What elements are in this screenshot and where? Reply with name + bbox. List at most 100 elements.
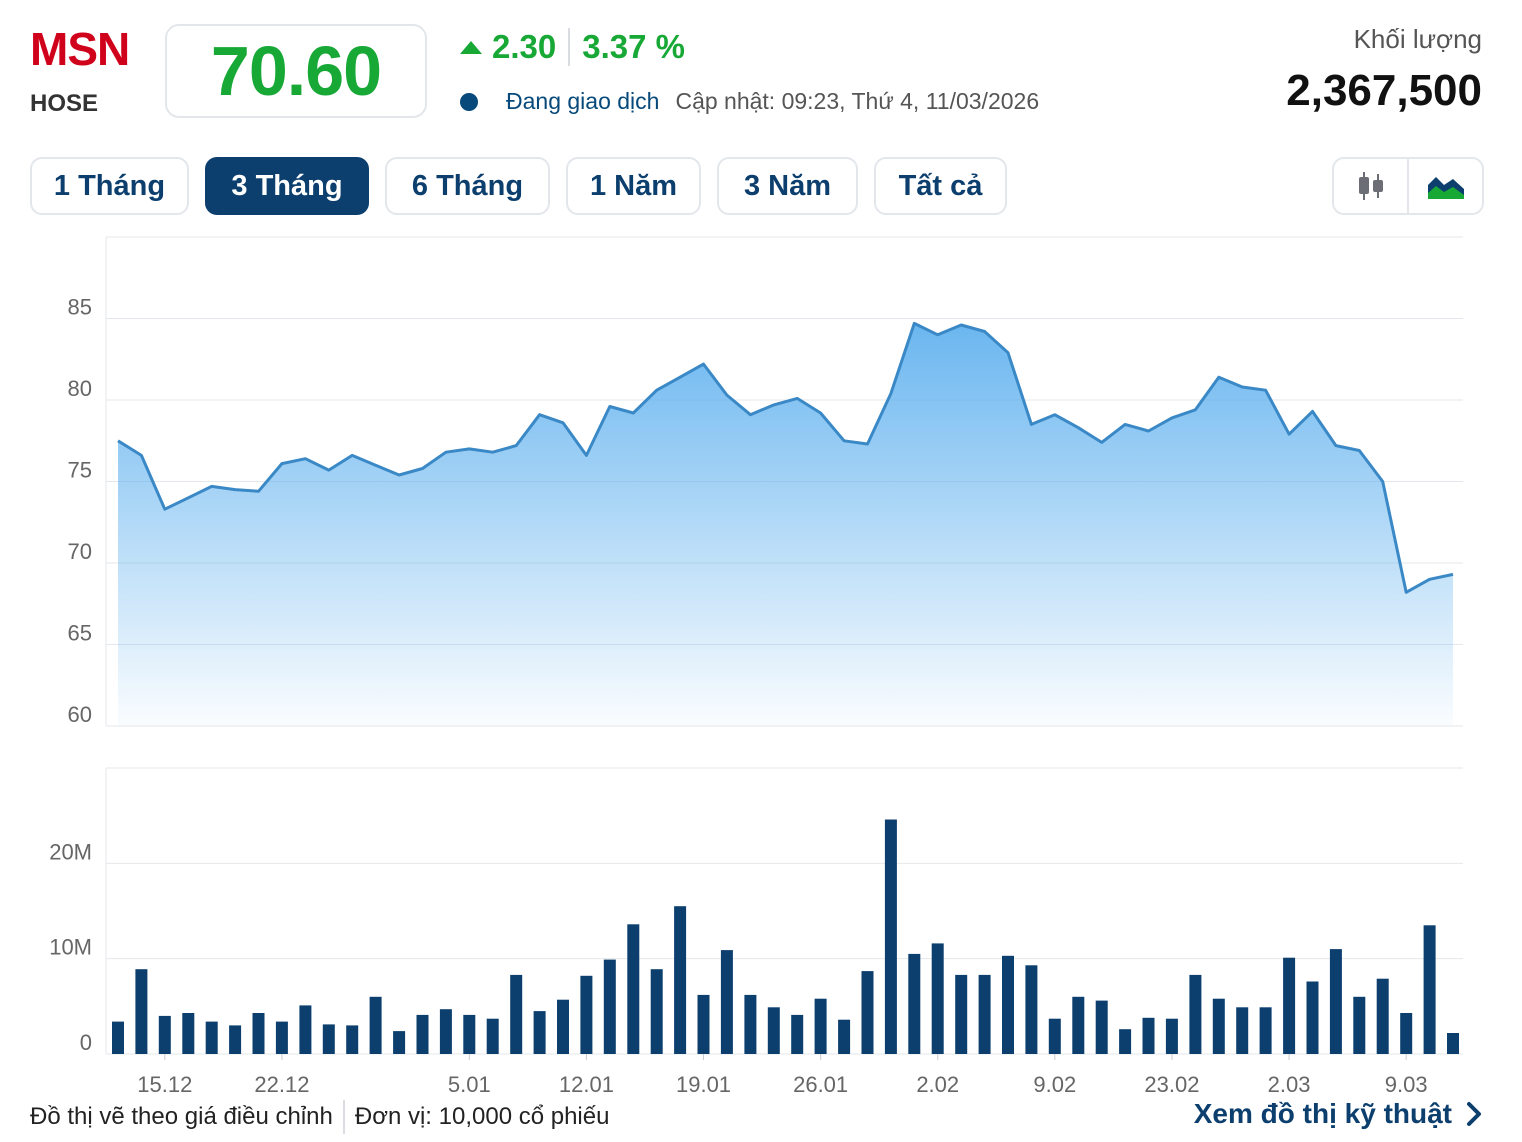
technical-chart-link-label: Xem đồ thị kỹ thuật: [1193, 1098, 1452, 1129]
volume-bar: [791, 1014, 804, 1054]
volume-tick-label: 10M: [49, 935, 92, 960]
volume-bar: [135, 969, 148, 1054]
volume-bar: [580, 975, 593, 1054]
price-tick-label: 60: [68, 702, 92, 727]
volume-bar: [697, 994, 710, 1054]
volume-bar: [1119, 1029, 1132, 1054]
date-tick-label: 19.01: [676, 1072, 731, 1097]
date-tick-label: 22.12: [254, 1072, 309, 1097]
chevron-right-icon: [1467, 1102, 1481, 1126]
price-line: [117, 321, 1454, 594]
volume-label: Khối lượng: [1353, 24, 1482, 54]
price-tick-label: 65: [68, 621, 92, 646]
volume-bar: [1306, 981, 1319, 1054]
volume-bar: [299, 1005, 312, 1054]
volume-bar: [369, 996, 382, 1054]
volume-bar: [955, 974, 968, 1054]
volume-bar: [1376, 978, 1389, 1054]
tab-3-years[interactable]: 3 Năm: [717, 157, 858, 215]
date-tick-label: 2.02: [916, 1072, 959, 1097]
volume-bar: [1095, 1000, 1108, 1054]
price-axis-labels: 60 65 70 75 80 85: [68, 295, 92, 728]
volume-bar: [205, 1021, 218, 1054]
candlestick-button[interactable]: [1334, 159, 1407, 213]
area-chart-button[interactable]: [1407, 159, 1482, 213]
update-time: Cập nhật: 09:23, Thứ 4, 11/03/2026: [675, 88, 1040, 114]
volume-bar: [229, 1025, 242, 1054]
volume-bar: [275, 1021, 288, 1054]
volume-bar: [627, 924, 640, 1054]
trading-status: Đang giao dịch Cập nhật: 09:23, Thứ 4, 1…: [460, 88, 1039, 115]
volume-bar: [1423, 925, 1436, 1054]
volume-bar: [1283, 957, 1296, 1054]
volume-bar: [1002, 955, 1014, 1054]
tab-6-months[interactable]: 6 Tháng: [385, 157, 550, 215]
volume-bar: [744, 994, 757, 1054]
chart-footer: Đồ thị vẽ theo giá điều chỉnh Đơn vị: 10…: [30, 1100, 609, 1134]
date-tick-label: 23.02: [1144, 1072, 1199, 1097]
technical-chart-link[interactable]: Xem đồ thị kỹ thuật: [1194, 1098, 1482, 1130]
volume-bar: [861, 971, 874, 1054]
volume-bar: [814, 998, 827, 1054]
volume-bar: [557, 999, 569, 1054]
exchange-label: HOSE: [30, 90, 99, 117]
volume-bar: [1329, 949, 1342, 1054]
status-dot-icon: [460, 92, 478, 111]
up-arrow-icon: [460, 40, 482, 54]
volume-bar: [1142, 1017, 1155, 1054]
tab-1-month[interactable]: 1 Tháng: [30, 157, 189, 215]
tab-all[interactable]: Tất cả: [874, 157, 1007, 215]
candlestick-icon: [1358, 172, 1383, 200]
volume-bar: [720, 950, 733, 1054]
volume-bar: [908, 953, 921, 1054]
date-tick-label: 12.01: [559, 1072, 614, 1097]
area-chart-icon: [1427, 177, 1464, 199]
volume-bar: [978, 974, 991, 1054]
volume-bar: [1447, 1033, 1459, 1054]
ticker-symbol: MSN: [30, 23, 130, 75]
tab-3-months[interactable]: 3 Tháng: [205, 157, 369, 215]
date-axis-labels: 15.12 22.12 5.01 12.01 19.01 26.01 2.02 9.02 23.…: [137, 1054, 1428, 1097]
volume-bar: [463, 1014, 476, 1054]
change-value: 2.30: [492, 28, 557, 65]
volume-tick-label: 20M: [49, 839, 92, 864]
volume-bar: [674, 906, 687, 1054]
volume-bar: [931, 943, 944, 1054]
volume-bar: [1025, 965, 1038, 1054]
volume-bar: [1259, 1007, 1272, 1054]
volume-bar: [182, 1013, 195, 1054]
volume-bar: [1072, 996, 1085, 1054]
price-tick-label: 75: [68, 458, 92, 483]
volume-bar: [416, 1014, 429, 1054]
volume-bar: [1165, 1018, 1178, 1054]
tab-1-year[interactable]: 1 Năm: [566, 157, 701, 215]
date-tick-label: 9.02: [1033, 1072, 1076, 1097]
volume-bar: [393, 1031, 406, 1054]
current-price: 70.60: [210, 32, 382, 110]
volume-bar: [884, 819, 897, 1054]
price-tick-label: 85: [68, 295, 92, 320]
volume-bar: [603, 959, 616, 1054]
unit-note: Đơn vị: 10,000 cổ phiếu: [354, 1103, 610, 1130]
volume-bar: [767, 1007, 780, 1054]
divider: [568, 28, 571, 66]
volume-axis-labels: 0 10M 20M: [49, 839, 92, 1055]
volume-bar: [322, 1024, 335, 1054]
price-tick-label: 70: [68, 539, 92, 564]
volume-value: 2,367,500: [1286, 66, 1482, 115]
chart-type-toggle: [1332, 157, 1484, 215]
price-change: 2.30 3.37 %: [460, 28, 685, 66]
price-box: 70.60: [165, 24, 427, 118]
price-area: [118, 323, 1453, 726]
volume-bar: [252, 1013, 265, 1054]
date-tick-label: 2.03: [1268, 1072, 1311, 1097]
volume-bar: [533, 1011, 546, 1054]
volume-bar: [510, 974, 523, 1054]
volume-tick-label: 0: [80, 1030, 92, 1055]
change-percent: 3.37 %: [582, 28, 685, 65]
date-tick-label: 9.03: [1385, 1072, 1428, 1097]
volume-bar: [346, 1025, 359, 1054]
divider: [342, 1100, 345, 1134]
volume-bar: [1212, 998, 1225, 1054]
